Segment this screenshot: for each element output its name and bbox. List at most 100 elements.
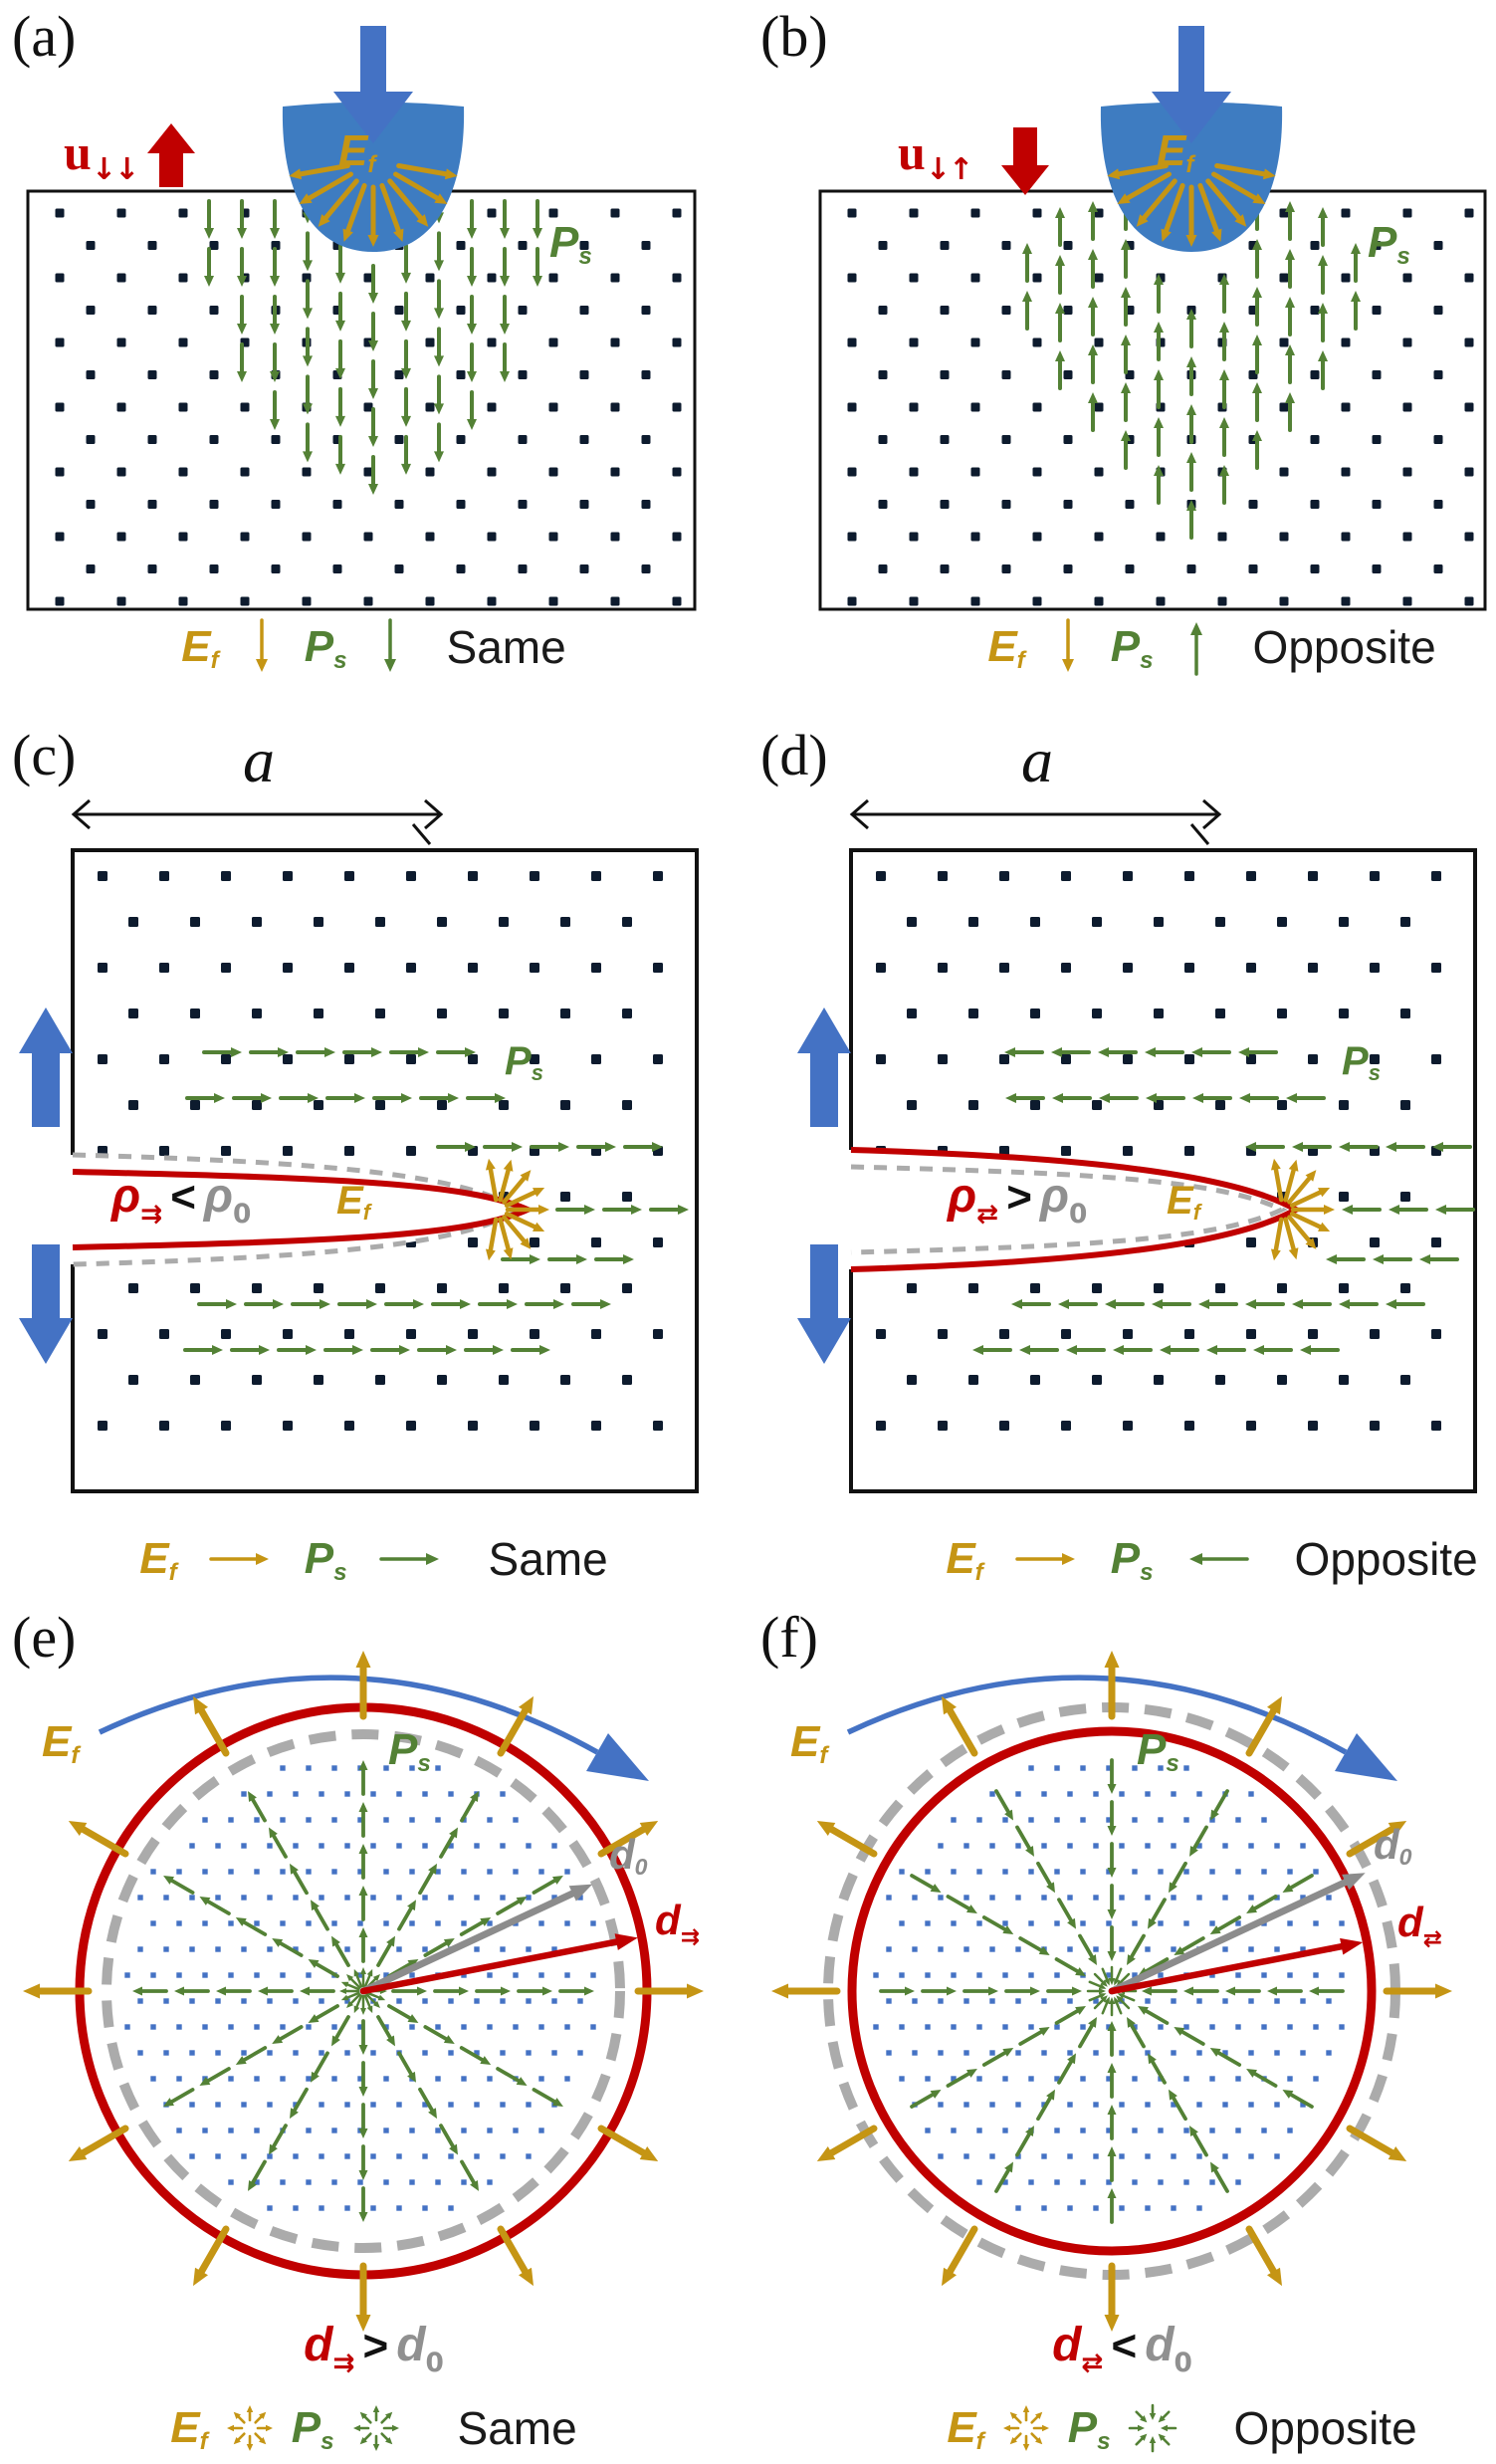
press-arrow [333,26,413,143]
panel-b-graphic [818,26,1487,611]
panel-letter: (d) [760,723,828,787]
ef-direction-arrow-icon [1013,1546,1081,1572]
polarization-arrows [183,1047,689,1355]
polarization-label: Ps [549,218,592,270]
ef-burst-icon [1000,2402,1052,2454]
diameter-relation: d⇉ > d0 [304,2319,444,2379]
deformed-diameter-label: d⇄ [1397,1899,1443,1952]
relation-word: Opposite [1294,1533,1478,1585]
panel-letter: (c) [12,723,77,787]
material-box [26,189,697,611]
displacement-arrow [1001,127,1049,195]
relation-word: Same [488,1533,608,1585]
panel-e: (e) Ef Ps d0 d⇉ d⇉ > d0 Ef Ps Same [0,1603,748,2464]
flexo-field-arrows [1107,163,1276,247]
crack-length-label: a [243,725,275,795]
lattice-dots [873,1765,1345,2211]
polarization-arrows [972,1047,1475,1355]
tip-radius-relation: ρ⇄ > ρ0 [948,1170,1088,1231]
rotation-arrow [846,1675,1397,1781]
ps-burst-icon [350,2402,402,2454]
ps-burst-icon [1127,2402,1178,2454]
panel-a-legend: Ef Ps Same [0,605,748,689]
flexo-field-arrows [485,1158,549,1261]
ps-direction-arrow-icon [377,1546,445,1572]
panel-d-graphic [797,798,1477,1493]
flexo-field-label: Ef [1157,126,1194,178]
flexo-field-label: Ef [42,1717,80,1769]
panel-c-legend: Ef Ps Same [0,1519,748,1599]
polarization-arrows [879,1758,1345,2224]
press-arrow [1152,26,1231,143]
legend-ps-symbol: Ps [291,2403,334,2455]
legend-ef-symbol: Ef [946,1534,983,1586]
panel-f-graphic [771,1651,1452,2332]
panel-d-legend: Ef Ps Opposite [748,1519,1496,1599]
panel-letter: (a) [12,4,77,69]
rotation-arrow [98,1675,649,1781]
flexo-field-label: Ef [338,126,376,178]
ef-direction-arrow-icon [249,616,275,678]
relation-word: Opposite [1233,2402,1417,2454]
panel-f-legend: Ef Ps Opposite [748,2397,1496,2459]
crack-length-dimension [849,798,1222,845]
polarization-label: Ps [388,1725,431,1777]
panel-e-graphic [23,1651,704,2332]
crack-length-dimension [71,798,444,845]
flexo-field-label: Ef [336,1179,371,1226]
polarization-label: Ps [1137,1725,1179,1777]
displacement-label: u↓↑ [898,124,973,187]
displacement-subscript-arrows: ↓↓ [91,152,139,187]
material-box [818,189,1487,611]
panel-c-graphic [19,798,699,1493]
legend-ef-symbol: Ef [987,622,1025,674]
polarization-label: Ps [1342,1039,1381,1086]
polarization-label: Ps [1368,218,1410,270]
legend-ps-symbol: Ps [304,622,347,674]
diameter-arrows [359,1884,638,1995]
legend-ps-symbol: Ps [1110,622,1154,674]
flexo-field-arrows [1270,1158,1335,1261]
diameter-arrows [1108,1873,1366,1995]
panel-a-graphic [26,26,697,611]
panel-letter: (f) [760,1605,818,1670]
panel-b-legend: Ef Ps Opposite [748,605,1496,689]
flexo-field-arrows [23,1651,704,2332]
loading-arrows [797,1008,851,1364]
displacement-label: u↓↓ [64,124,139,187]
flexo-field-label: Ef [790,1717,828,1769]
flexo-field-arrows [289,163,458,247]
panel-letter: (e) [12,1605,77,1670]
ef-direction-arrow-icon [1055,616,1081,678]
panel-c: (c) a ρ⇉ < ρ0 Ef Ps Ef Ps Same [0,717,748,1603]
original-diameter-label: d0 [609,1831,648,1881]
ps-direction-arrow-icon [1183,1546,1251,1572]
relation-word: Same [457,2402,577,2454]
flexo-field-arrows [771,1651,1452,2332]
panel-d: (d) a ρ⇄ > ρ0 Ef Ps Ef Ps Opposite [748,717,1496,1603]
lattice-dots [124,1765,596,2211]
polarization-label: Ps [505,1039,543,1086]
flexo-field-label: Ef [1167,1179,1201,1226]
displacement-subscript-arrows: ↓↑ [925,152,973,187]
original-diameter-label: d0 [1374,1821,1412,1871]
legend-ps-symbol: Ps [1067,2403,1111,2455]
panel-a: (a) u↓↓ Ef Ps Ef Ps Same [0,0,748,697]
deformed-diameter-label: d⇉ [655,1897,701,1950]
ps-direction-arrow-icon [377,616,403,678]
panel-letter: (b) [760,4,828,69]
ef-direction-arrow-icon [207,1546,275,1572]
displacement-arrow [147,123,195,187]
tip-radius-relation: ρ⇉ < ρ0 [111,1170,252,1231]
lattice-dots [98,871,663,1431]
relation-word: Opposite [1252,621,1436,673]
legend-ef-symbol: Ef [947,2403,984,2455]
legend-ps-symbol: Ps [304,1534,347,1586]
relation-word: Same [446,621,566,673]
loading-arrows [19,1008,73,1364]
panel-b: (b) u↓↑ Ef Ps Ef Ps Opposite [748,0,1496,697]
crack [68,1152,535,1267]
ef-burst-icon [224,2402,276,2454]
diameter-relation: d⇄ < d0 [1052,2319,1192,2379]
